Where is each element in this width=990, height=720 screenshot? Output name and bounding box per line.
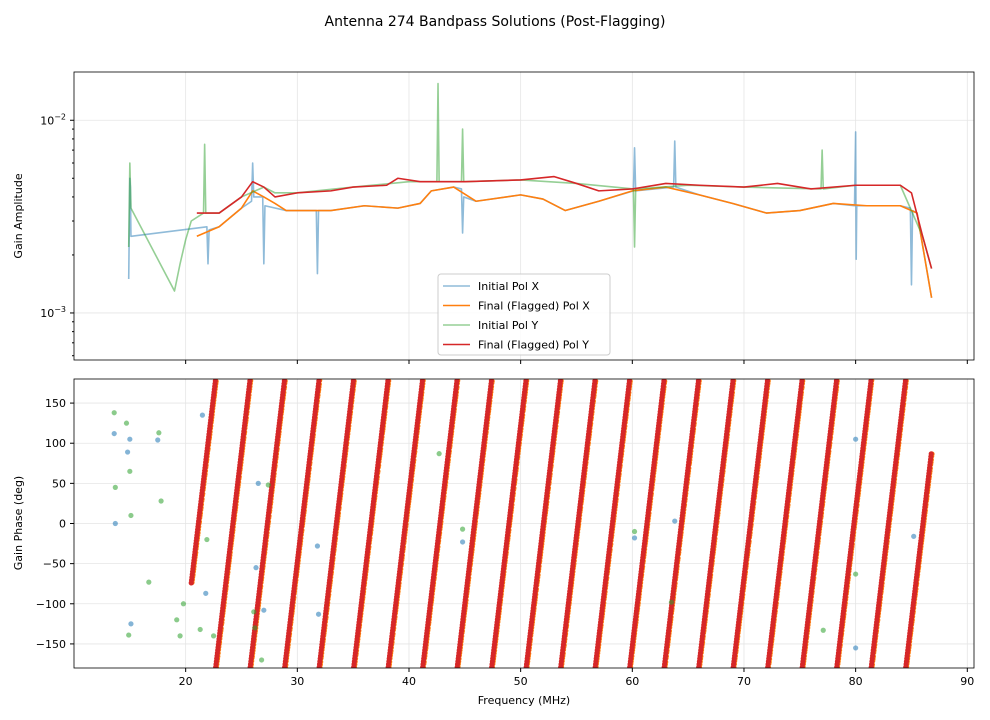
amplitude-line-final-flagged-pol-y [197, 177, 932, 269]
phase-point [146, 580, 151, 585]
phase-point [128, 621, 133, 626]
phase-point [259, 657, 264, 662]
phase-point [437, 451, 442, 456]
amplitude-line-initial-pol-x [129, 132, 932, 298]
phase-point [156, 430, 161, 435]
y-tick-label: 100 [45, 437, 66, 450]
x-tick-label: 80 [849, 675, 863, 688]
phase-point [256, 481, 261, 486]
phase-point [252, 625, 257, 630]
phase-point [632, 529, 637, 534]
legend-entry: Initial Pol X [478, 280, 539, 293]
x-tick-label: 70 [737, 675, 751, 688]
phase-point [460, 527, 465, 532]
x-tick-label: 30 [290, 675, 304, 688]
phase-point [929, 451, 934, 456]
phase-point [124, 421, 129, 426]
phase-point [853, 437, 858, 442]
y-tick-label: −50 [43, 558, 66, 571]
phase-point [112, 431, 117, 436]
amplitude-ylabel: Gain Amplitude [12, 173, 25, 258]
phase-point [460, 539, 465, 544]
phase-point [853, 645, 858, 650]
y-tick-label: −100 [36, 598, 66, 611]
phase-point [174, 617, 179, 622]
amplitude-axes: 10−2 10−3 Initial Pol X Final (Flagged) Pol… [40, 72, 974, 364]
phase-point [672, 518, 677, 523]
phase-points [112, 378, 935, 671]
y-tick-label: 10−2 [40, 112, 66, 127]
phase-point [315, 543, 320, 548]
phase-point [632, 535, 637, 540]
phase-point [251, 609, 256, 614]
x-tick-label: 60 [625, 675, 639, 688]
phase-point [821, 628, 826, 633]
phase-point [853, 571, 858, 576]
phase-point [113, 485, 118, 490]
y-tick-label: 0 [59, 518, 66, 531]
phase-point [198, 627, 203, 632]
xlabel: Frequency (MHz) [478, 694, 570, 707]
phase-point [125, 449, 130, 454]
phase-point [158, 498, 163, 503]
phase-point [266, 482, 271, 487]
phase-ylabel: Gain Phase (deg) [12, 476, 25, 570]
phase-point [316, 612, 321, 617]
legend-entry: Final (Flagged) Pol X [478, 300, 590, 313]
legend: Initial Pol X Final (Flagged) Pol X Initia… [438, 274, 610, 355]
phase-point [253, 565, 258, 570]
phase-point [155, 437, 160, 442]
legend-entry: Final (Flagged) Pol Y [478, 339, 589, 352]
phase-point [128, 513, 133, 518]
y-tick-label: 10−3 [40, 305, 66, 320]
y-tick-label: 150 [45, 397, 66, 410]
phase-point [669, 600, 674, 605]
phase-point [261, 608, 266, 613]
phase-point [112, 410, 117, 415]
x-tick-label: 50 [514, 675, 528, 688]
phase-point [211, 633, 216, 638]
phase-point [113, 521, 118, 526]
phase-point [200, 413, 205, 418]
phase-axes: 20 30 40 50 60 70 80 90 150 100 50 0 −50 −100 −150 [36, 378, 975, 688]
x-tick-label: 90 [960, 675, 974, 688]
phase-point [127, 437, 132, 442]
x-tick-label: 40 [402, 675, 416, 688]
phase-point [181, 601, 186, 606]
figure-title: Antenna 274 Bandpass Solutions (Post-Fla… [325, 14, 666, 30]
x-tick-label: 20 [179, 675, 193, 688]
phase-point [177, 633, 182, 638]
phase-point [911, 534, 916, 539]
legend-entry: Initial Pol Y [478, 319, 538, 332]
phase-point [127, 469, 132, 474]
phase-point [204, 537, 209, 542]
y-tick-label: −150 [36, 638, 66, 651]
y-tick-label: 50 [52, 477, 66, 490]
figure: Antenna 274 Bandpass Solutions (Post-Fla… [0, 0, 990, 720]
phase-point [126, 632, 131, 637]
phase-point [203, 591, 208, 596]
